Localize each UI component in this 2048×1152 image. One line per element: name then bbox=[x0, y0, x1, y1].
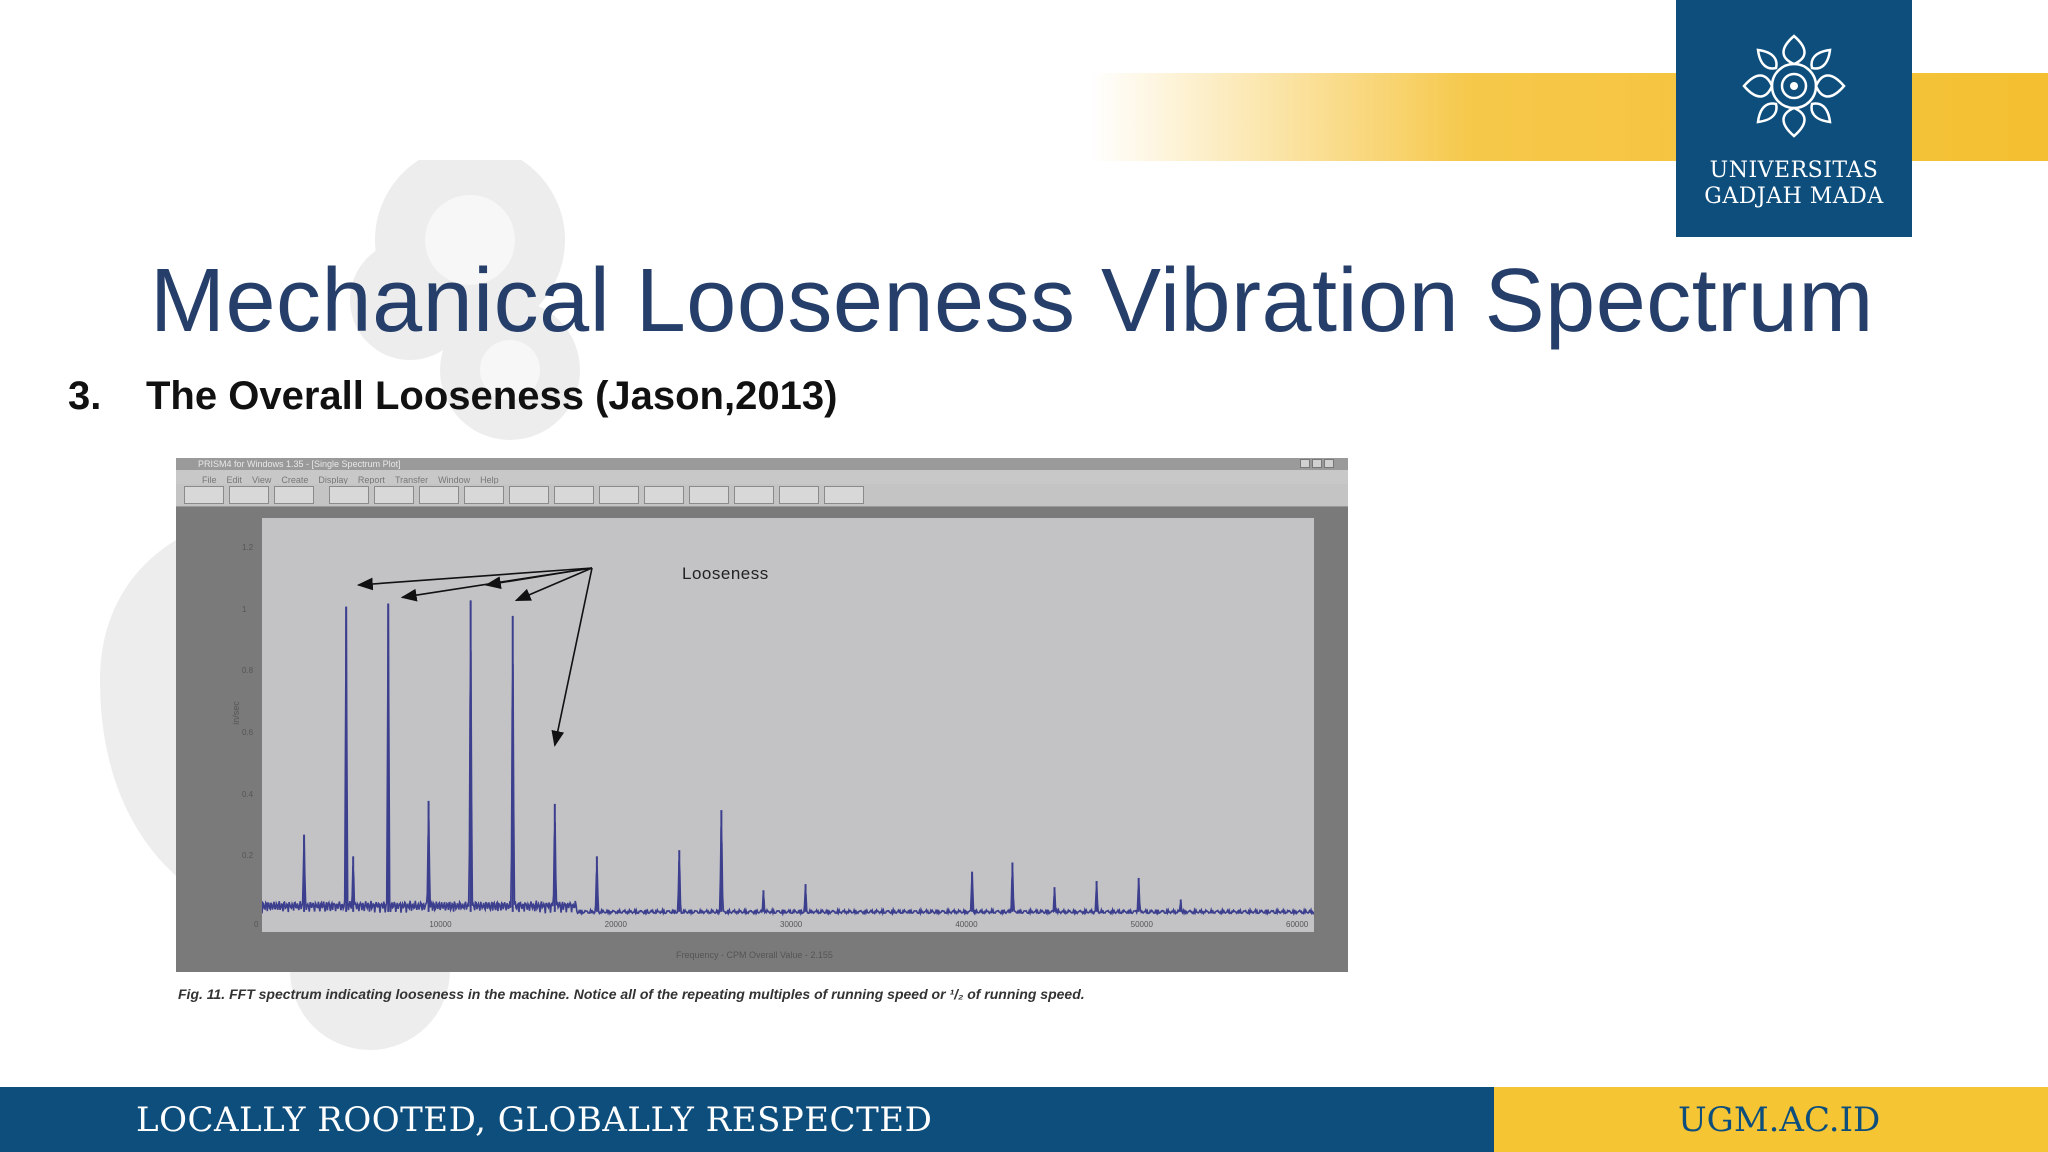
toolbar-button[interactable] bbox=[554, 486, 594, 504]
menu-item-edit[interactable]: Edit bbox=[226, 475, 243, 485]
menu-item-view[interactable]: View bbox=[252, 475, 272, 485]
window-title: PRISM4 for Windows 1.35 - [Single Spectr… bbox=[198, 459, 401, 469]
subtitle-number: 3. bbox=[68, 374, 102, 418]
window-title-bar: PRISM4 for Windows 1.35 - [Single Spectr… bbox=[176, 458, 1348, 470]
annotation-arrow-0 bbox=[356, 567, 593, 591]
y-axis-label: in/sec bbox=[230, 701, 241, 725]
toolbar-button[interactable] bbox=[374, 486, 414, 504]
x-tick-label: 10000 bbox=[429, 920, 452, 929]
footer-website-link[interactable]: UGM.AC.ID bbox=[1678, 1100, 1881, 1140]
menu-item-transfer[interactable]: Transfer bbox=[394, 475, 429, 485]
menu-item-create[interactable]: Create bbox=[281, 475, 309, 485]
menu-item-help[interactable]: Help bbox=[480, 475, 499, 485]
x-axis-label: Frequency - CPM Overall Value - 2.155 bbox=[676, 950, 833, 960]
y-tick-label: 0.2 bbox=[242, 851, 254, 861]
spectrum-screenshot: PRISM4 for Windows 1.35 - [Single Spectr… bbox=[176, 458, 1348, 972]
x-tick-label: 0 bbox=[254, 920, 259, 929]
menu-item-file[interactable]: File bbox=[202, 475, 217, 485]
y-tick-label: 0.6 bbox=[242, 728, 254, 737]
toolbar-button[interactable] bbox=[824, 486, 864, 504]
spectrum-plot bbox=[262, 567, 1314, 917]
x-tick-label: 30000 bbox=[780, 920, 803, 929]
logo-text-line2: GADJAH MADA bbox=[1704, 184, 1884, 209]
menu-item-display[interactable]: Display bbox=[318, 475, 348, 485]
window-toolbar bbox=[176, 484, 1348, 507]
ugm-emblem-icon bbox=[1742, 34, 1846, 138]
toolbar-button[interactable] bbox=[184, 486, 224, 504]
y-tick-label: 1.2 bbox=[242, 543, 254, 552]
fft-spectrum-chart: Looseness bbox=[262, 518, 1314, 932]
spectrum-trace bbox=[262, 603, 1314, 917]
university-logo: UNIVERSITAS GADJAH MADA bbox=[1676, 0, 1912, 237]
x-tick-label: 40000 bbox=[955, 920, 978, 929]
toolbar-button[interactable] bbox=[329, 486, 369, 504]
toolbar-button[interactable] bbox=[464, 486, 504, 504]
x-tick-label: 20000 bbox=[604, 920, 627, 929]
x-tick-label: 60000 bbox=[1286, 920, 1309, 929]
figure-caption: Fig. 11. FFT spectrum indicating loosene… bbox=[178, 986, 1085, 1002]
annotation-arrow-4 bbox=[551, 567, 593, 747]
toolbar-button[interactable] bbox=[734, 486, 774, 504]
footer-gold-band bbox=[1494, 1087, 2048, 1152]
toolbar-button[interactable] bbox=[419, 486, 459, 504]
maximize-icon[interactable] bbox=[1312, 459, 1322, 468]
toolbar-button[interactable] bbox=[274, 486, 314, 504]
annotation-arrow-2 bbox=[484, 567, 593, 590]
footer-tagline: LOCALLY ROOTED, GLOBALLY RESPECTED bbox=[136, 1100, 933, 1140]
minimize-icon[interactable] bbox=[1300, 459, 1310, 468]
footer-blue-band bbox=[0, 1087, 1494, 1152]
logo-text-line1: UNIVERSITAS bbox=[1709, 158, 1879, 183]
subtitle-text: The Overall Looseness (Jason,2013) bbox=[146, 374, 838, 418]
y-tick-label: 1 bbox=[242, 604, 247, 614]
toolbar-button[interactable] bbox=[509, 486, 549, 504]
close-icon[interactable] bbox=[1324, 459, 1334, 468]
toolbar-button[interactable] bbox=[689, 486, 729, 504]
menu-item-window[interactable]: Window bbox=[438, 475, 471, 485]
toolbar-button[interactable] bbox=[229, 486, 269, 504]
looseness-annotation: Looseness bbox=[682, 564, 769, 583]
slide-subtitle: 3. The Overall Looseness (Jason,2013) bbox=[68, 374, 837, 419]
y-tick-label: 0.4 bbox=[242, 789, 254, 799]
x-tick-label: 50000 bbox=[1130, 920, 1153, 929]
y-tick-label: 0.8 bbox=[242, 666, 254, 676]
toolbar-button[interactable] bbox=[599, 486, 639, 504]
toolbar-button[interactable] bbox=[779, 486, 819, 504]
annotation-arrow-3 bbox=[514, 567, 593, 602]
menu-item-report[interactable]: Report bbox=[357, 475, 385, 485]
toolbar-button[interactable] bbox=[644, 486, 684, 504]
slide-title: Mechanical Looseness Vibration Spectrum bbox=[150, 251, 1874, 351]
window-menu-bar: File Edit View Create Display Report Transfer W… bbox=[176, 470, 1348, 485]
